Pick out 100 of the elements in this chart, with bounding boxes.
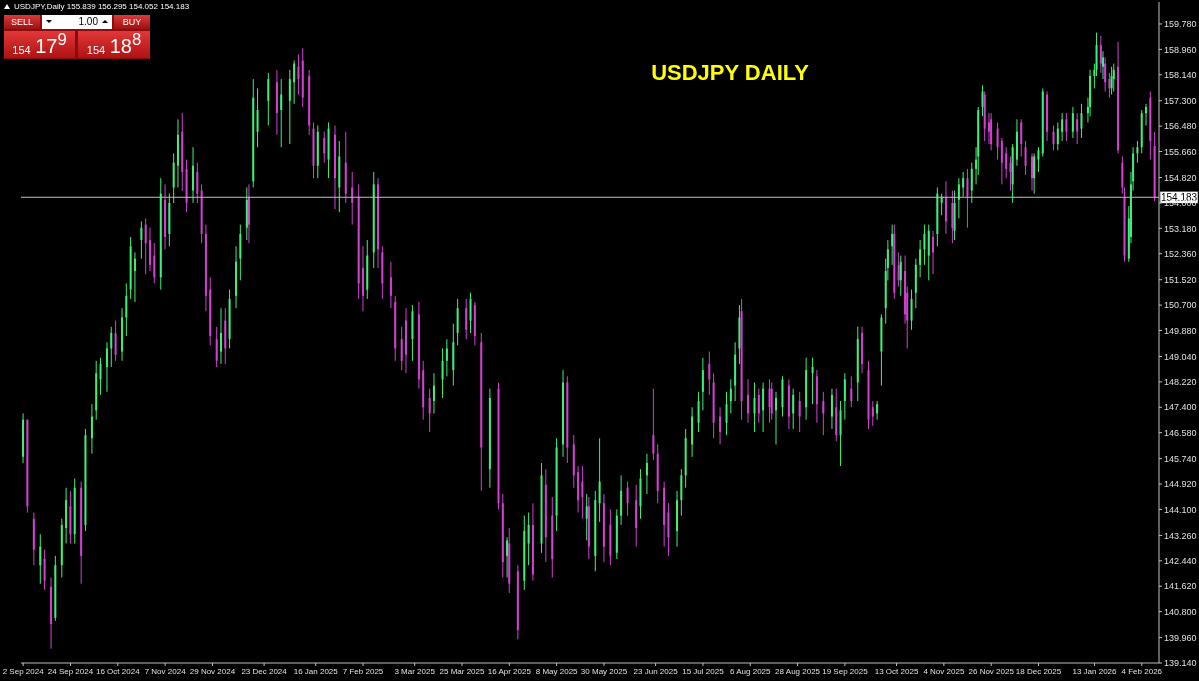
x-tick-label: 16 Apr 2025 [487, 666, 532, 676]
candlestick [39, 533, 42, 585]
candlestick [288, 69, 291, 145]
y-tick-label: 159.780 [1164, 19, 1197, 30]
candlestick [428, 388, 431, 433]
candlestick [843, 372, 846, 421]
candlestick [1136, 140, 1139, 164]
candlestick [753, 382, 756, 433]
x-tick-label: 23 Jun 2025 [633, 666, 679, 676]
candlestick [697, 391, 700, 433]
candlestick [822, 391, 825, 436]
number-field: 1.00 [42, 15, 112, 29]
candlestick [1110, 66, 1113, 96]
x-tick-label: 30 May 2025 [580, 666, 628, 676]
candlestick [850, 375, 853, 408]
candlestick [293, 60, 296, 105]
candlestick [1000, 137, 1003, 185]
candlestick [747, 378, 750, 424]
x-tick-label: 16 Oct 2024 [96, 666, 141, 676]
candlestick [153, 242, 156, 284]
x-tick-label: 19 Sep 2025 [822, 666, 869, 676]
candlestick [149, 227, 151, 272]
candlestick [1031, 152, 1033, 192]
candlestick [719, 406, 722, 445]
candlestick [962, 171, 965, 198]
candlestick [598, 437, 601, 523]
x-tick-label: 2 Sep 2024 [2, 666, 45, 676]
x-tick-label: 6 Aug 2025 [730, 666, 772, 676]
candlestick [811, 357, 814, 405]
x-tick-label: 18 Dec 2025 [1015, 666, 1062, 676]
y-tick-label: 153.180 [1164, 223, 1197, 234]
x-tick-label: 29 Nov 2024 [189, 666, 236, 676]
candlestick [1065, 112, 1068, 142]
candlestick [919, 239, 922, 278]
candlestick [966, 168, 969, 229]
candlestick [469, 292, 472, 334]
candlestick [932, 230, 935, 275]
candlestick [1112, 63, 1115, 92]
y-tick-label: 142.440 [1164, 556, 1197, 567]
y-tick-label: 145.740 [1164, 453, 1197, 464]
candlestick [323, 131, 326, 164]
candlestick [404, 307, 407, 374]
candlestick [351, 171, 354, 226]
candlestick [389, 261, 392, 309]
candlestick [957, 177, 960, 219]
candlestick [105, 341, 108, 393]
x-tick-label: 4 Nov 2025 [923, 666, 965, 676]
candlestick [775, 391, 778, 445]
candlestick [923, 224, 926, 266]
candlestick [215, 326, 218, 368]
candlestick [871, 400, 874, 427]
text: USDJPY DAILY [650, 60, 810, 86]
candlestick [970, 162, 973, 204]
y-tick-label: 146.580 [1164, 427, 1197, 438]
candlestick [1005, 146, 1008, 179]
candlestick [585, 493, 588, 541]
candlestick [762, 382, 765, 433]
candlestick [1076, 112, 1079, 145]
candlestick [757, 388, 760, 424]
candlestick [192, 146, 195, 204]
candlestick [1024, 140, 1027, 176]
candlestick [652, 388, 655, 461]
candlestick [876, 400, 879, 421]
candlestick [996, 121, 999, 161]
candlestick [432, 372, 435, 414]
x-tick-label: 7 Nov 2024 [144, 666, 187, 676]
candlestick [441, 347, 444, 399]
y-tick-label: 144.100 [1164, 504, 1197, 515]
candlestick [400, 326, 403, 371]
x-tick-label: 24 Sep 2024 [47, 666, 94, 676]
y-tick-label: 139.960 [1164, 632, 1197, 643]
candlestick [125, 282, 128, 337]
candlestick [830, 388, 833, 430]
candlestick [1033, 152, 1036, 195]
candlestick [899, 255, 902, 297]
y-tick-label: 152.360 [1164, 248, 1197, 259]
y-tick-label: 154.820 [1164, 172, 1197, 183]
y-tick-label: 157.300 [1164, 95, 1197, 106]
candlestick [280, 78, 283, 148]
x-tick-label: 13 Jan 2026 [1072, 666, 1118, 676]
candlestick [196, 162, 199, 204]
y-tick-label: 149.880 [1164, 325, 1197, 336]
candlestick [645, 453, 648, 495]
annotation: 1.00 [77, 15, 98, 29]
candlestick [110, 326, 113, 368]
candlestick [297, 53, 300, 96]
candlestick [910, 289, 913, 331]
candlestick [90, 403, 93, 455]
x-tick-label: 26 Nov 2025 [968, 666, 1015, 676]
chart-subtitle: USDJPY,Daily 155.839 156.295 154.052 154.183 [14, 2, 190, 11]
x-tick-label: 8 May 2025 [535, 666, 579, 676]
candlestick [729, 378, 732, 414]
y-tick-label: 144.920 [1164, 479, 1197, 490]
x-tick-label: 16 Jan 2025 [293, 666, 339, 676]
y-tick-label: 151.520 [1164, 274, 1197, 285]
x-tick-label: 25 Mar 2025 [439, 666, 486, 676]
x-tick-label: 3 Mar 2025 [394, 666, 436, 676]
annotation: SELL [4, 15, 40, 29]
annotation: 154 18$^{8}$ [86, 30, 142, 58]
x-tick-label: 23 Dec 2024 [241, 666, 288, 676]
